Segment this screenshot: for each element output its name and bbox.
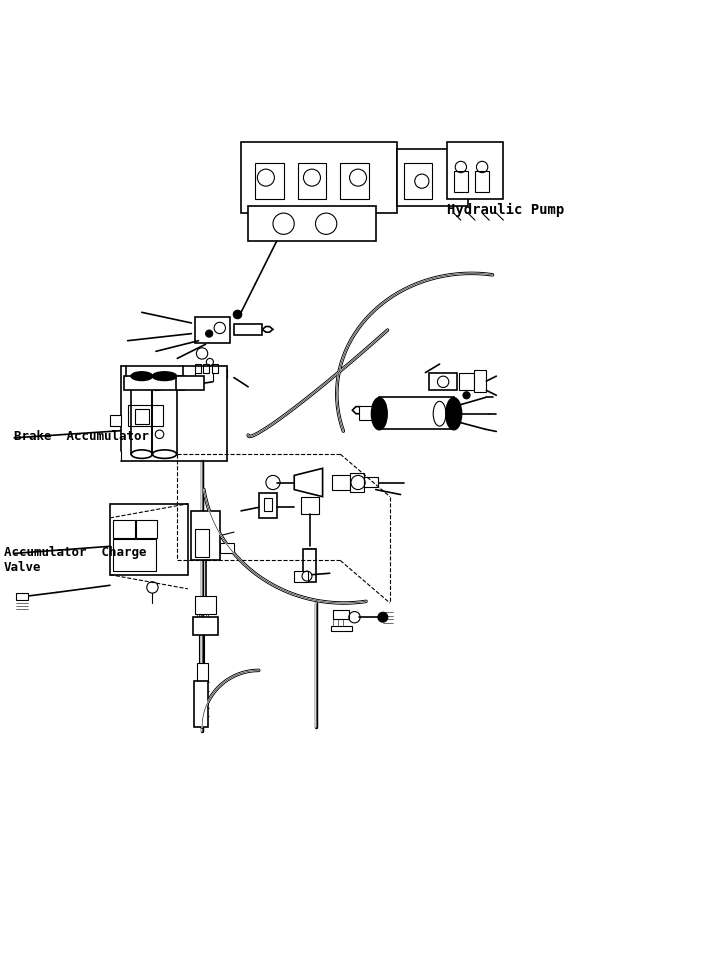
Bar xyxy=(259,493,277,518)
Bar xyxy=(113,539,156,571)
Bar xyxy=(124,376,184,390)
Bar xyxy=(113,520,135,538)
Bar xyxy=(194,681,208,727)
Polygon shape xyxy=(294,468,323,497)
Bar xyxy=(298,163,326,199)
Bar xyxy=(474,371,486,392)
Text: Brake  Accumulator: Brake Accumulator xyxy=(14,430,149,443)
Bar xyxy=(110,415,121,426)
Bar xyxy=(429,372,457,390)
Bar xyxy=(475,171,489,192)
Polygon shape xyxy=(352,406,364,414)
Bar xyxy=(459,372,474,390)
Circle shape xyxy=(378,612,388,622)
Bar xyxy=(110,504,188,575)
Text: Hydraulic Pump: Hydraulic Pump xyxy=(447,203,564,216)
Bar xyxy=(193,618,218,635)
Bar xyxy=(294,571,308,582)
Ellipse shape xyxy=(152,372,177,380)
Bar xyxy=(248,206,376,241)
Bar xyxy=(447,142,503,199)
Bar xyxy=(255,163,284,199)
Bar xyxy=(195,529,209,557)
Bar xyxy=(191,510,220,561)
Polygon shape xyxy=(262,326,273,332)
Ellipse shape xyxy=(446,398,462,429)
Bar xyxy=(241,142,397,213)
Circle shape xyxy=(233,310,242,318)
Bar xyxy=(350,473,364,492)
Bar xyxy=(379,398,454,429)
Bar xyxy=(128,404,163,426)
Bar xyxy=(333,610,349,619)
Bar xyxy=(195,596,216,614)
Bar xyxy=(301,497,319,514)
Bar xyxy=(303,549,316,582)
Bar xyxy=(454,171,468,192)
Bar xyxy=(234,323,262,335)
Bar xyxy=(220,542,234,553)
Bar xyxy=(397,150,468,206)
Bar xyxy=(136,520,157,538)
Bar xyxy=(16,593,28,600)
Ellipse shape xyxy=(372,398,387,429)
Bar xyxy=(135,409,149,424)
Circle shape xyxy=(206,330,213,337)
Bar xyxy=(331,625,352,631)
Bar xyxy=(203,364,209,372)
Text: Accumulator  Charge
Valve: Accumulator Charge Valve xyxy=(4,546,146,574)
Bar xyxy=(212,364,218,372)
Circle shape xyxy=(463,392,470,399)
Bar xyxy=(364,477,378,487)
Bar xyxy=(195,364,201,372)
Bar xyxy=(197,663,208,681)
Bar xyxy=(332,476,350,489)
Bar xyxy=(359,406,381,420)
Ellipse shape xyxy=(131,372,152,380)
Bar xyxy=(176,376,204,390)
Bar xyxy=(264,498,272,510)
Bar xyxy=(340,163,369,199)
Bar xyxy=(195,317,230,343)
Bar xyxy=(404,163,432,199)
